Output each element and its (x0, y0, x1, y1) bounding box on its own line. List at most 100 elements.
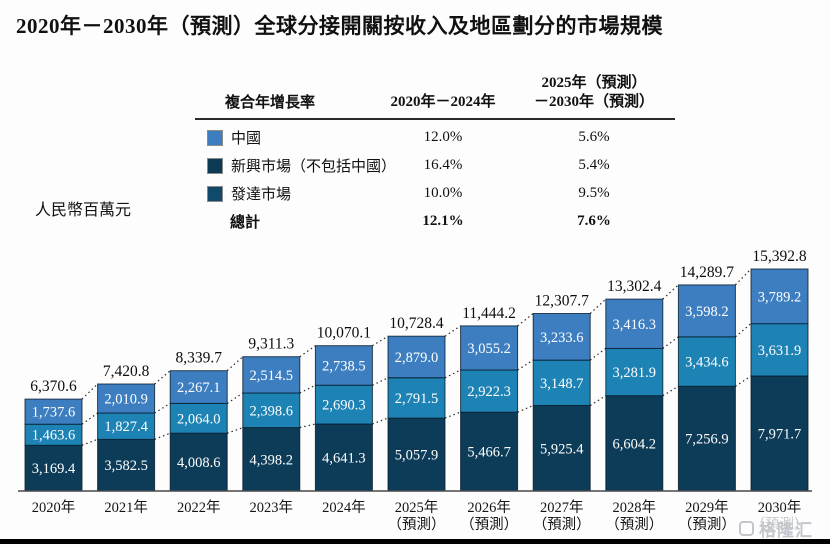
x-axis-label: 2021年 (104, 499, 148, 516)
bar-segment (387, 335, 446, 379)
bar-segment (750, 268, 809, 325)
segment-value-label: 2,738.5 (322, 359, 366, 375)
cagr-total-value: 7.6% (577, 213, 611, 229)
gelonghui-logo-icon (739, 521, 754, 536)
trend-dotted-line (735, 323, 752, 338)
trend-dotted-line (81, 412, 98, 425)
table-row: 發達市場 10.0% 9.5% (195, 183, 675, 204)
segment-value-label: 4,008.6 (177, 455, 221, 471)
segment-value-label: 2,791.5 (395, 391, 439, 407)
trend-dotted-line (372, 377, 389, 386)
segment-value-label: 1,827.4 (104, 419, 148, 435)
trend-dotted-line (734, 268, 752, 286)
trend-dotted-line (444, 411, 461, 419)
trend-dotted-line (154, 370, 171, 385)
market-size-stacked-bar-chart: 3,169.4 1,463.6 1,737.6 6,370.6 2020年 3,582.5… (18, 248, 812, 533)
bar-segment (460, 369, 519, 413)
segment-value-label: 2,267.1 (177, 380, 221, 396)
trend-dotted-line (372, 417, 389, 425)
segment-value-label: 3,148.7 (540, 376, 584, 392)
legend-label-china: 中國 (231, 131, 262, 147)
trend-dotted-line (81, 383, 99, 400)
trend-dotted-line (154, 432, 171, 440)
segment-value-label: 3,434.6 (685, 355, 729, 371)
bar-segment (677, 284, 736, 338)
trend-dotted-line (662, 385, 679, 397)
table-row: 新興市場（不包括中國） 16.4% 5.4% (195, 155, 675, 176)
bar-segment (460, 411, 519, 492)
trend-dotted-line (299, 384, 316, 394)
segment-value-label: 3,789.2 (758, 289, 802, 305)
bar-total-label: 12,307.7 (535, 293, 590, 310)
watermark: 格隆汇 (735, 515, 817, 542)
x-axis-label: 2020年 (32, 499, 76, 516)
bar-segment (314, 423, 373, 492)
segment-value-label: 2,064.0 (177, 411, 221, 427)
trend-dotted-line (662, 336, 679, 349)
y-axis-unit-label: 人民幣百萬元 (35, 202, 132, 219)
segment-value-label: 5,925.4 (540, 441, 584, 457)
trend-dotted-line (589, 347, 607, 361)
trend-dotted-line (662, 284, 679, 300)
bottom-page-rule (0, 539, 830, 544)
bar-total-label: 14,289.7 (680, 264, 735, 281)
segment-value-label: 3,416.3 (613, 317, 657, 333)
cagr-col-2025-2030-line1: 2025年（預測） (541, 75, 647, 91)
bar-total-label: 7,420.8 (103, 363, 150, 380)
segment-value-label: 4,641.3 (322, 451, 366, 467)
table-row-total: 總計 12.1% 7.6% (195, 211, 675, 232)
watermark-label: 格隆汇 (759, 521, 813, 540)
bar-total-label: 10,728.4 (389, 315, 444, 332)
page-title: 2020年－2030年（預測）全球分接開關按收入及地區劃分的市場規模 (16, 14, 663, 38)
bar-total-label: 6,370.6 (30, 378, 77, 395)
x-axis-label: 2029年（預測） (678, 499, 736, 533)
trend-dotted-line (517, 313, 534, 327)
cagr-col-2020-2024: 2020年－2024年 (390, 94, 496, 110)
bar-segment (605, 298, 664, 349)
segment-value-label: 7,971.7 (758, 427, 802, 443)
trend-dotted-line (589, 298, 607, 314)
bar-segment (387, 377, 446, 419)
segment-value-label: 2,690.3 (322, 398, 366, 414)
bar-total-label: 13,302.4 (607, 278, 662, 295)
segment-value-label: 2,514.5 (250, 368, 294, 384)
bar-segment (387, 417, 446, 492)
cagr-corner-label: 複合年增長率 (225, 95, 316, 111)
bar-segment (532, 359, 591, 406)
bar-segment (24, 444, 83, 492)
bar-segment (169, 370, 228, 404)
bar-segment (314, 384, 373, 425)
segment-value-label: 3,055.2 (467, 341, 511, 357)
bar-segment (532, 313, 591, 361)
cagr-total-value: 12.1% (422, 213, 464, 229)
trend-dotted-line (226, 392, 244, 404)
trend-dotted-line (154, 402, 171, 414)
trend-dotted-line (589, 395, 607, 407)
segment-value-label: 3,598.2 (685, 304, 729, 320)
segment-value-label: 1,737.6 (32, 405, 76, 421)
segment-value-label: 2,922.3 (467, 384, 511, 400)
segment-value-label: 5,466.7 (467, 445, 511, 461)
x-axis-label: 2023年 (250, 499, 294, 516)
bar-segment (677, 336, 736, 387)
bar-segment (605, 395, 664, 492)
trend-dotted-line (444, 325, 461, 337)
segment-value-label: 2,010.9 (104, 392, 148, 408)
segment-value-label: 2,879.0 (395, 350, 439, 366)
cagr-value: 12.0% (423, 129, 463, 145)
bar-total-label: 9,311.3 (248, 336, 294, 353)
segment-value-label: 3,233.6 (540, 330, 584, 346)
total-row-label: 總計 (230, 215, 261, 231)
cagr-table-header: 複合年增長率 2020年－2024年 2025年（預測） －2030年（預測） (195, 64, 675, 120)
segment-value-label: 7,256.9 (685, 432, 729, 448)
cagr-value: 5.4% (578, 157, 610, 173)
trend-dotted-line (299, 345, 316, 358)
bar-segment (460, 325, 519, 371)
cagr-value: 16.4% (423, 157, 463, 173)
bar-segment (314, 345, 373, 386)
legend-label-emerging-markets: 新興市場（不包括中國） (231, 159, 397, 175)
trend-dotted-line (444, 369, 461, 379)
bar-segment (24, 398, 83, 425)
trend-dotted-line (226, 427, 244, 434)
bar-segment (242, 427, 301, 492)
